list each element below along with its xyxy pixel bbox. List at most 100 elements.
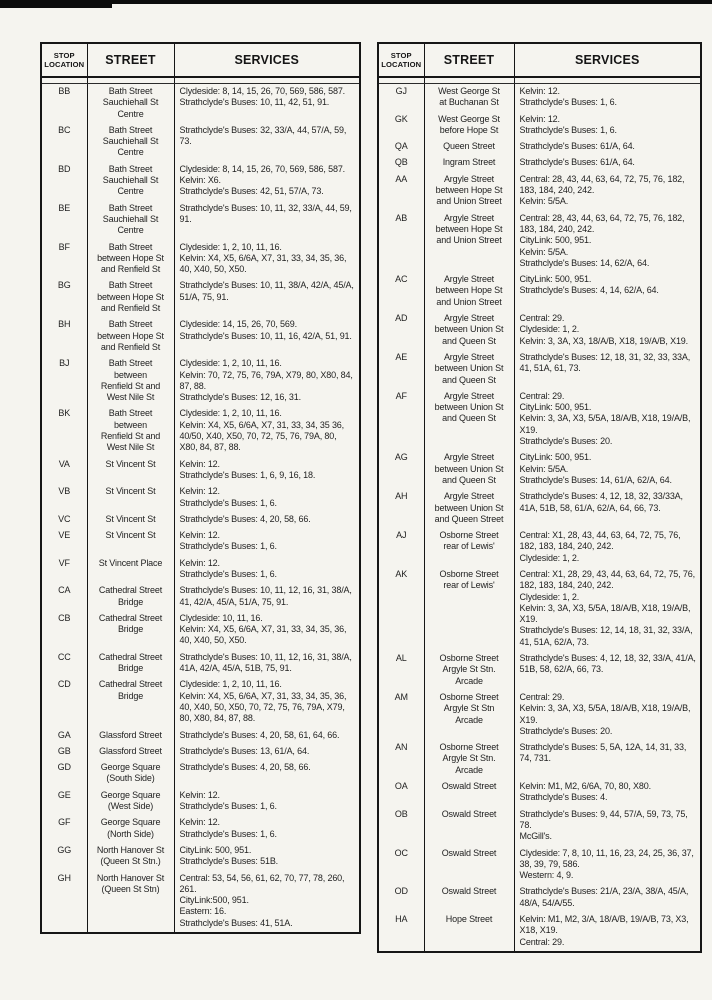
service-line: Strathclyde's Buses: 1, 6. bbox=[179, 497, 278, 508]
scan-artifact-top-bar bbox=[0, 0, 712, 8]
table-row: AA Argyle Street between Hope St and Unio… bbox=[378, 171, 701, 211]
service-line: Kelvin: 5/5A. bbox=[519, 196, 569, 207]
street-cell: St Vincent St bbox=[86, 456, 175, 485]
service-line: Western: 4, 9. bbox=[519, 870, 574, 881]
header-double-rule bbox=[378, 77, 701, 84]
stop-cell: BB bbox=[58, 86, 71, 96]
street-cell: Bath Street between Renfield St and West… bbox=[86, 406, 175, 457]
stop-cell: OD bbox=[394, 886, 408, 897]
services-cell: Kelvin: 12. Strathclyde's Buses: 1, 6. bbox=[174, 528, 360, 556]
service-line: Strathclyde's Buses: 1, 6. bbox=[179, 801, 278, 812]
services-cell: Kelvin: M1, M2, 6/6A, 70, 80, X80. Strath… bbox=[514, 779, 701, 807]
service-line: Central: 29. bbox=[519, 313, 565, 324]
table-row: AG Argyle Street between Union St and Que… bbox=[378, 450, 701, 490]
service-line: Strathclyde's Buses: 51B. bbox=[179, 856, 279, 867]
street-cell: Hope Street bbox=[423, 912, 515, 952]
table-row: BG Bath Street between Hope St and Renfie… bbox=[41, 278, 360, 318]
service-line: CityLink:500, 951. bbox=[179, 895, 250, 906]
table-row: OA Oswald Street Kelvin: M1, M2, 6/6A, 70,… bbox=[378, 779, 701, 807]
services-cell: Strathclyde's Buses: 4, 20, 58, 66. bbox=[174, 760, 360, 788]
service-line: Kelvin: M1, M2, 3/A, 18/A/B, 19/A/B, 73,… bbox=[519, 914, 689, 936]
service-line: Clydeside: 1, 2, 10, 11, 16. bbox=[179, 679, 282, 690]
services-cell: Strathclyde's Buses: 4, 20, 58, 61, 64, … bbox=[174, 728, 360, 744]
stop-cell: GH bbox=[57, 872, 71, 883]
table-header-row: STOP LOCATION STREET SERVICES bbox=[41, 43, 360, 78]
table-row: QB Ingram Street Strathclyde's Buses: 61/A… bbox=[378, 155, 701, 172]
street-cell: Glassford Street bbox=[86, 743, 175, 761]
stop-cell: AF bbox=[395, 390, 407, 401]
services-cell: Central: 29. CityLink: 500, 951. Kelvin: 3… bbox=[514, 389, 701, 450]
header-stop-location: STOP LOCATION bbox=[378, 43, 424, 78]
services-cell: Central: 28, 43, 44, 63, 64, 72, 75, 76,… bbox=[514, 211, 701, 272]
service-line: Kelvin: 12. bbox=[179, 486, 221, 497]
service-line: Clydeside: 10, 11, 16. bbox=[179, 612, 263, 623]
stop-cell: OC bbox=[394, 847, 408, 858]
services-cell: Strathclyde's Buses: 13, 61/A, 64. bbox=[174, 744, 360, 760]
header-services: SERVICES bbox=[174, 43, 360, 78]
table-row: HA Hope Street Kelvin: M1, M2, 3/A, 18/A/B… bbox=[378, 912, 701, 952]
table-row: GA Glassford Street Strathclyde's Buses: 4… bbox=[41, 727, 360, 744]
service-line: Kelvin: 12. bbox=[179, 817, 221, 828]
header-street: STREET bbox=[423, 43, 515, 78]
services-cell: Strathclyde's Buses: 10, 11, 32, 33/A, 4… bbox=[174, 201, 360, 240]
service-line: Kelvin: 70, 72, 75, 76, 79A, X79, 80, X8… bbox=[179, 369, 353, 391]
service-line: Central: 29. bbox=[519, 936, 565, 947]
service-line: Strathclyde's Buses: 4, 12, 18, 32, 33/A… bbox=[519, 653, 696, 675]
stop-cell: BH bbox=[58, 319, 71, 330]
street-cell: Oswald Street bbox=[423, 845, 515, 885]
table-row: BC Bath Street Sauchiehall St Centre Strat… bbox=[41, 122, 360, 162]
street-cell: St Vincent St bbox=[86, 528, 175, 556]
table-row: AK Osborne Street rear of Lewis' Central: … bbox=[378, 566, 701, 652]
service-line: Strathclyde's Buses: 9, 44, 57/A, 59, 73… bbox=[519, 808, 688, 830]
services-cell: Clydeside: 8, 14, 15, 26, 70, 569, 586, … bbox=[174, 84, 360, 123]
service-line: Kelvin: X6. bbox=[179, 175, 222, 186]
service-line: CityLink: 500, 951. bbox=[519, 235, 592, 246]
service-line: Eastern: 16. bbox=[179, 906, 227, 917]
service-line: Central: 53, 54, 56, 61, 62, 70, 77, 78,… bbox=[179, 872, 345, 894]
table-row: GD George Square (South Side) Strathclyde'… bbox=[41, 760, 360, 788]
stop-cell: AH bbox=[395, 491, 408, 502]
services-cell: Strathclyde's Buses: 10, 11, 38/A, 42/A,… bbox=[174, 278, 360, 317]
service-line: Strathclyde's Buses: 10, 11, 32, 33/A, 4… bbox=[179, 202, 352, 224]
street-cell: Bath Street between Renfield St and West… bbox=[86, 356, 175, 407]
stop-cell: GE bbox=[57, 789, 71, 800]
stop-cell: AD bbox=[395, 313, 408, 324]
street-cell: St Vincent St bbox=[86, 484, 175, 512]
services-cell: Clydeside: 14, 15, 26, 70, 569. Strathcly… bbox=[174, 317, 360, 356]
service-line: Strathclyde's Buses: 20. bbox=[519, 436, 613, 447]
services-cell: Clydeside: 8, 14, 15, 26, 70, 569, 586, … bbox=[174, 162, 360, 201]
service-line: Kelvin: 5/5A. bbox=[519, 246, 569, 257]
service-line: Central: X1, 28, 29, 43, 44, 63, 64, 72,… bbox=[519, 568, 696, 591]
table-row: BJ Bath Street between Renfield St and We… bbox=[41, 356, 360, 407]
service-line: Kelvin: 12. bbox=[179, 557, 221, 568]
table-row: GJ West George St at Buchanan St Kelvin: 1… bbox=[378, 83, 701, 112]
service-line: Strathclyde's Buses: 61/A, 64. bbox=[519, 141, 635, 152]
stop-cell: BD bbox=[58, 163, 71, 174]
services-cell: Kelvin: 12. Strathclyde's Buses: 1, 6. bbox=[514, 112, 701, 140]
table-row: GG North Hanover St (Queen St Stn.) CityLi… bbox=[41, 842, 360, 871]
stop-cell: OA bbox=[394, 781, 408, 792]
service-line: Kelvin: 3, 3A, X3, 5/5A, 18/A/B, X18, 19… bbox=[519, 602, 691, 625]
service-line: Strathclyde's Buses: 10, 11, 12, 16, 31,… bbox=[179, 585, 352, 607]
services-cell: Clydeside: 1, 2, 10, 11, 16. Kelvin: X4, … bbox=[174, 677, 360, 727]
table-row: CC Cathedral Street Bridge Strathclyde's B… bbox=[41, 649, 360, 678]
street-cell: Cathedral Street Bridge bbox=[86, 610, 175, 650]
services-cell: Kelvin: 12. Strathclyde's Buses: 1, 6. bbox=[174, 556, 360, 584]
service-line: Clydeside: 8, 14, 15, 26, 70, 569, 586, … bbox=[179, 163, 346, 174]
service-line: Strathclyde's Buses: 4. bbox=[519, 792, 608, 803]
services-cell: Kelvin: 12. Strathclyde's Buses: 1, 6. bbox=[174, 788, 360, 816]
service-line: Strathclyde's Buses: 5, 5A, 12A, 14, 31,… bbox=[519, 742, 687, 764]
table-row: CB Cathedral Street Bridge Clydeside: 10, … bbox=[41, 610, 360, 650]
service-line: Strathclyde's Buses: 21/A, 23/A, 38/A, 4… bbox=[519, 886, 689, 908]
service-line: Strathclyde's Buses: 32, 33/A, 44, 57/A,… bbox=[179, 124, 347, 147]
services-cell: Clydeside: 10, 11, 16. Kelvin: X4, X5, 6/… bbox=[174, 611, 360, 650]
service-line: Strathclyde's Buses: 12, 16, 31. bbox=[179, 392, 302, 403]
table-row: OD Oswald Street Strathclyde's Buses: 21/A… bbox=[378, 884, 701, 912]
service-line: Strathclyde's Buses: 10, 11, 16, 42/A, 5… bbox=[179, 330, 352, 341]
services-cell: Kelvin: 12. Strathclyde's Buses: 1, 6, 9,… bbox=[174, 457, 360, 485]
street-cell: Cathedral Street Bridge bbox=[86, 649, 175, 678]
service-line: Strathclyde's Buses: 41, 51A. bbox=[179, 917, 293, 928]
stop-cell: VE bbox=[58, 530, 71, 541]
stop-cell: VC bbox=[58, 513, 71, 524]
